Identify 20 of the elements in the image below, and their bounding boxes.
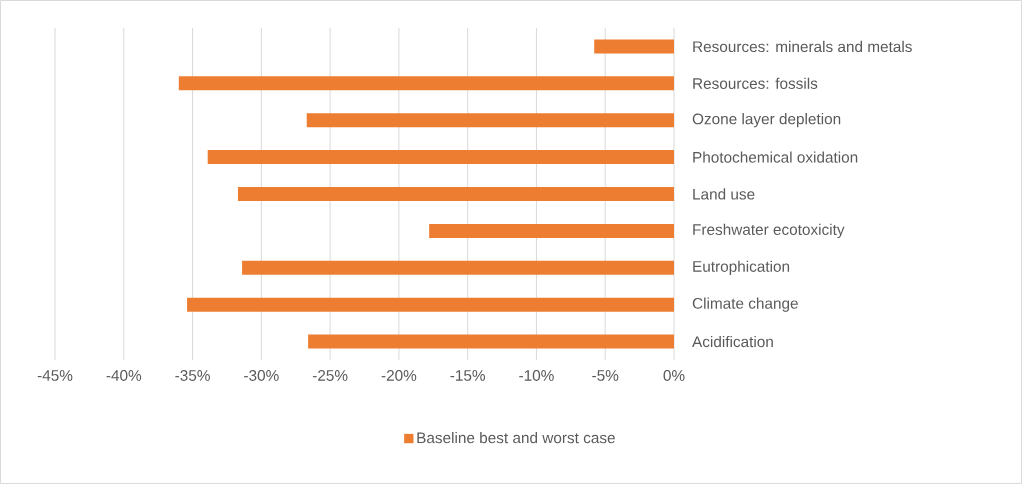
y-tick-label: Land use: [693, 188, 755, 200]
x-tick-label: -30%: [244, 370, 279, 381]
y-tick-label: Freshwater ecotoxicity: [693, 223, 845, 239]
x-tick-label: -15%: [450, 370, 486, 381]
y-tick-label: Climate change: [692, 297, 798, 312]
x-tick-label: -45%: [37, 370, 73, 381]
x-tick-label: -40%: [106, 370, 142, 381]
x-tick-label: -20%: [381, 370, 417, 381]
x-tick-label: -10%: [519, 370, 554, 381]
x-tick-label: 0%: [663, 370, 685, 381]
x-tick-label: -5%: [592, 370, 619, 381]
y-tick-label: Eutrophication: [693, 260, 790, 275]
y-tick-label: Resources: fossils: [693, 77, 818, 89]
x-tick-label: -35%: [175, 370, 210, 381]
legend-label: Baseline best and worst case: [417, 431, 615, 444]
x-tick-label: -25%: [312, 370, 348, 381]
y-tick-label: Resources: minerals and metals: [693, 40, 912, 53]
y-tick-label: Photochemical oxidation: [693, 151, 858, 163]
y-tick-label: Acidification: [692, 335, 773, 348]
y-tick-label: Ozone layer depletion: [692, 113, 841, 128]
